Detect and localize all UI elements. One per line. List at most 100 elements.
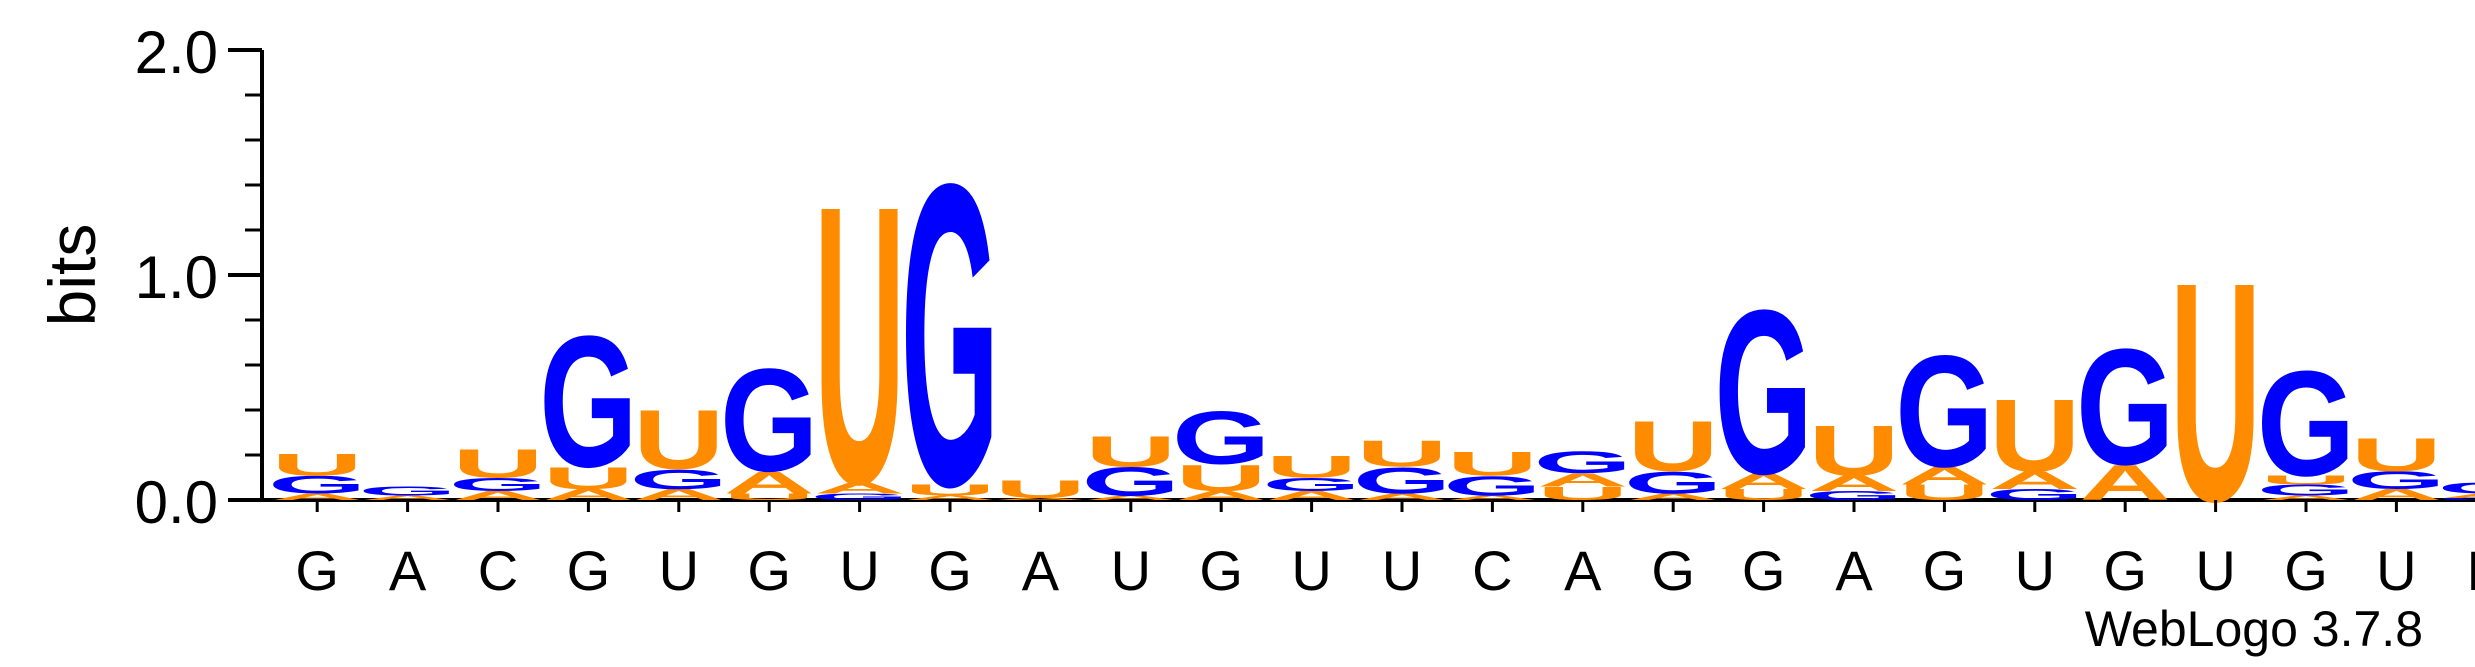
logo-letter-g-pos-24: G <box>2347 466 2445 494</box>
logo-letter-g-pos-3: G <box>449 474 547 495</box>
x-tick-label-6: G <box>747 539 791 602</box>
logo-letter-a-pos-7: A <box>814 479 905 497</box>
logo-letter-a-pos-14: A <box>1447 494 1538 501</box>
x-tick-label-4: G <box>567 539 611 602</box>
x-tick-label-8: G <box>928 539 972 602</box>
logo-letter-u-pos-7: U <box>814 124 905 567</box>
logo-letter-u-pos-1: U <box>272 447 363 482</box>
x-axis-labels: GACGUGUGAUGUUCAGGAGUGUGUN <box>295 500 2475 602</box>
logo-letter-a-pos-4: A <box>543 486 634 504</box>
logo-letter-g-pos-12: G <box>1262 474 1360 495</box>
logo-letter-u-pos-12: U <box>1266 449 1357 484</box>
logo-letter-a-pos-23: A <box>2260 494 2351 501</box>
logo-letter-a-pos-2: A <box>362 494 453 501</box>
logo-letter-g-pos-23: G <box>2257 481 2355 499</box>
x-tick-label-22: U <box>2195 539 2235 602</box>
x-tick-label-17: G <box>1742 539 1786 602</box>
logo-letter-u-pos-8: U <box>904 481 995 499</box>
x-tick-label-18: A <box>1835 539 1873 602</box>
logo-letter-g-pos-16: G <box>1624 465 1722 500</box>
logo-letter-a-pos-10: A <box>1085 494 1176 501</box>
logo-letter-g-pos-17: G <box>1714 261 1812 522</box>
logo-letter-g-pos-10: G <box>1082 459 1180 504</box>
x-tick-label-15: A <box>1564 539 1602 602</box>
logo-letter-g-pos-11: G <box>1172 397 1270 481</box>
logo-letter-a-pos-9: A <box>995 497 1086 500</box>
logo-letter-g-pos-7: G <box>810 492 908 502</box>
logo-letter-a-pos-12: A <box>1266 489 1357 503</box>
x-tick-label-5: U <box>659 539 699 602</box>
x-tick-label-21: G <box>2103 539 2147 602</box>
logo-letter-u-pos-4: U <box>543 461 634 496</box>
x-tick-label-14: C <box>1472 539 1512 602</box>
logo-letter-u-pos-18: U <box>1808 410 1899 490</box>
logo-letter-u-pos-20: U <box>1989 379 2080 493</box>
logo-letter-u-pos-24: U <box>2351 429 2442 481</box>
x-tick-label-10: U <box>1111 539 1151 602</box>
logo-letter-u-pos-17: U <box>1718 486 1809 504</box>
logo-letter-a-pos-1: A <box>272 492 363 502</box>
logo-letter-g-pos-15: G <box>1534 445 1632 480</box>
logo-letter-u-pos-16: U <box>1628 406 1719 486</box>
x-tick-label-23: G <box>2284 539 2328 602</box>
x-tick-label-16: G <box>1651 539 1695 602</box>
logo-letter-g-pos-14: G <box>1443 470 1541 501</box>
logo-letter-g-pos-8: G <box>901 95 999 577</box>
logo-letter-u-pos-6: U <box>724 492 815 502</box>
x-tick-label-25: N <box>2467 539 2475 602</box>
logo-letter-g-pos-23: G <box>2257 340 2355 508</box>
x-tick-label-3: C <box>478 539 518 602</box>
x-tick-label-13: U <box>1382 539 1422 602</box>
x-tick-label-1: G <box>295 539 339 602</box>
logo-letter-u-pos-15: U <box>1537 483 1628 504</box>
logo-letter-a-pos-3: A <box>452 489 543 503</box>
logo-letter-u-pos-14: U <box>1447 444 1538 483</box>
logo-letter-g-pos-20: G <box>1986 486 2084 504</box>
x-tick-label-2: A <box>389 539 427 602</box>
logo-letter-u-pos-22: U <box>2170 217 2261 567</box>
logo-letter-a-pos-13: A <box>1356 492 1447 502</box>
logo-letter-a-pos-15: A <box>1537 470 1628 491</box>
logo-letter-a-pos-25: A <box>2441 492 2475 499</box>
logo-letter-a-pos-8: A <box>904 494 995 501</box>
y-tick-label-1: 1.0 <box>135 244 218 311</box>
y-axis: 2.0 1.0 0.0 bits <box>35 19 264 536</box>
logo-letter-a-pos-6: A <box>724 465 815 500</box>
logo-letter-a-pos-20: A <box>1989 466 2080 494</box>
x-tick-label-11: G <box>1199 539 1243 602</box>
logo-letter-g-pos-18: G <box>1805 489 1903 503</box>
x-tick-label-12: U <box>1291 539 1331 602</box>
logo-letter-g-pos-25: G <box>2438 479 2475 497</box>
logo-letter-u-pos-10: U <box>1085 427 1176 476</box>
logo-letter-g-pos-25: G <box>2438 497 2475 500</box>
y-tick-label-2: 2.0 <box>135 19 218 86</box>
logo-letter-g-pos-4: G <box>539 296 637 506</box>
logo-letter-u-pos-5: U <box>633 392 724 486</box>
y-axis-title: bits <box>35 224 109 327</box>
logo-letter-g-pos-1: G <box>268 471 366 499</box>
logo-letter-u-pos-11: U <box>1176 457 1267 499</box>
logo-letter-u-pos-9: U <box>995 475 1086 503</box>
logo-letter-a-pos-24: A <box>2351 486 2442 504</box>
x-tick-label-7: U <box>839 539 879 602</box>
x-tick-label-9: A <box>1022 539 1060 602</box>
logo-letter-g-pos-5: G <box>630 464 728 495</box>
logo-letter-a-pos-5: A <box>633 486 724 504</box>
logo-letter-u-pos-3: U <box>452 441 543 486</box>
logo-letter-a-pos-16: A <box>1628 492 1719 502</box>
logo-letter-g-pos-2: G <box>358 484 456 498</box>
weblogo-credit: WebLogo 3.7.8 <box>2084 601 2423 657</box>
x-tick-label-19: G <box>1923 539 1967 602</box>
logo-letter-g-pos-21: G <box>2076 316 2174 500</box>
x-tick-label-24: U <box>2376 539 2416 602</box>
logo-letter-u-pos-23: U <box>2260 473 2351 487</box>
logo-letter-a-pos-11: A <box>1176 489 1267 503</box>
y-tick-label-0: 0.0 <box>135 469 218 536</box>
logo-letter-a-pos-17: A <box>1718 469 1809 493</box>
logo-letter-u-pos-13: U <box>1356 432 1447 474</box>
logo-letter-a-pos-18: A <box>1808 471 1899 495</box>
logo-letter-g-pos-13: G <box>1353 459 1451 501</box>
logo-letter-a-pos-19: A <box>1899 462 1990 490</box>
